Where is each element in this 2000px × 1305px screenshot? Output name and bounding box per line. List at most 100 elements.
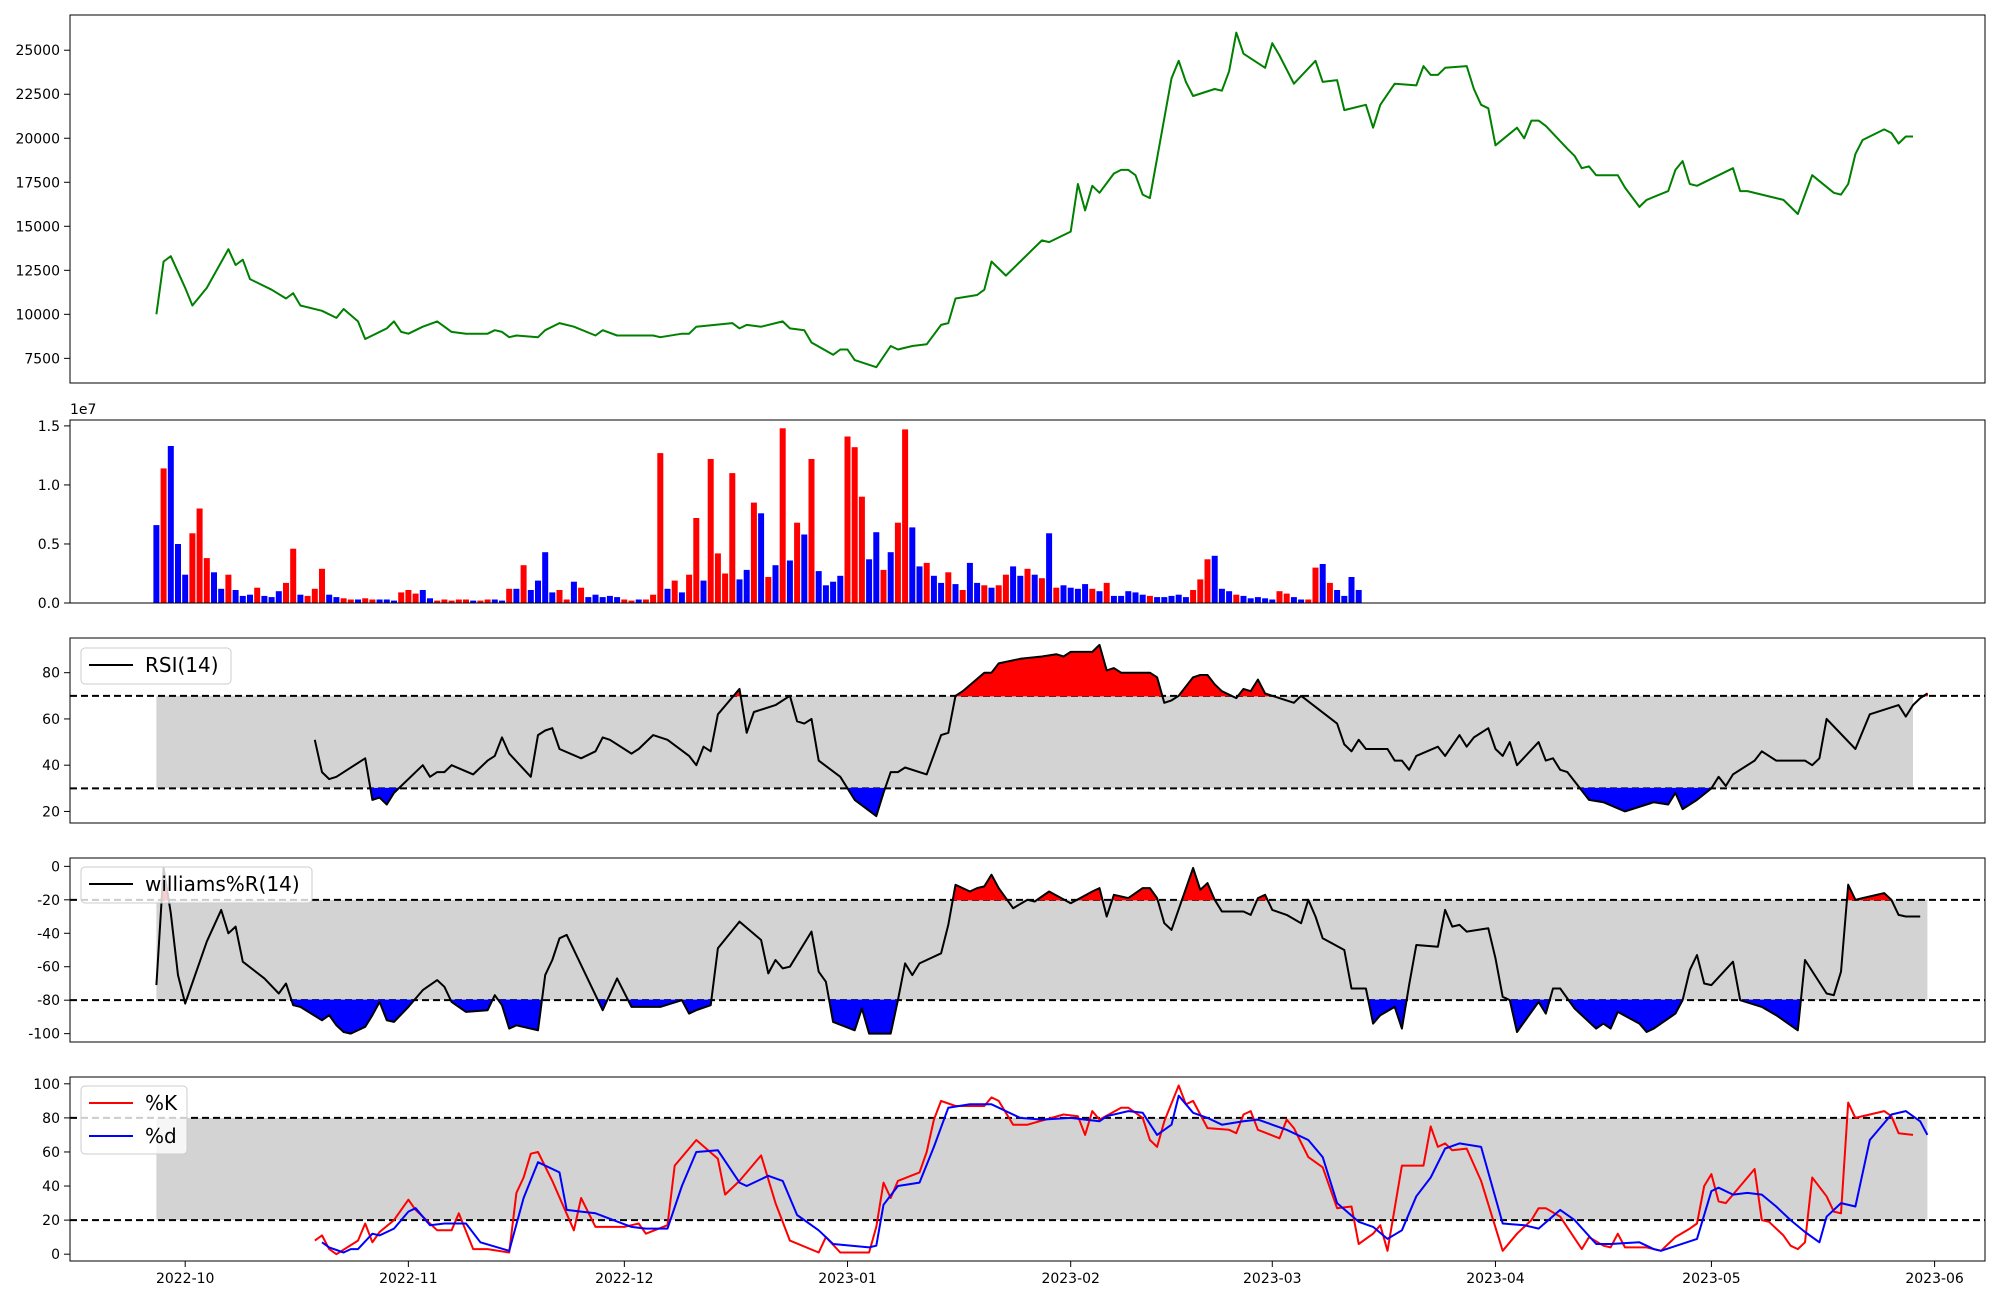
stochastic-ytick-label-2: 40	[42, 1179, 60, 1195]
volume-bar-21	[304, 595, 311, 603]
price-ytick-label-4: 17500	[15, 175, 60, 191]
volume-bar-165	[1341, 595, 1348, 603]
volume-bar-82	[743, 569, 750, 603]
volume-bar-70	[657, 453, 664, 603]
williams-ytick-label-5: 0	[51, 859, 60, 875]
volume-bar-107	[923, 562, 930, 603]
volume-bar-104	[902, 429, 909, 603]
volume-bar-17	[275, 591, 282, 603]
stochastic-ytick-label-0: 0	[51, 1247, 60, 1263]
volume-bar-103	[894, 522, 901, 603]
volume-bar-25	[333, 597, 340, 603]
volume-bar-36	[412, 593, 419, 603]
price-marks	[155, 31, 1913, 369]
volume-bar-6	[196, 508, 203, 603]
volume-bar-116	[988, 587, 995, 603]
volume-bar-143	[1182, 597, 1189, 603]
k-line	[314, 1084, 1914, 1256]
x-tick-label-6: 2023-04	[1466, 1271, 1525, 1287]
williams-legend: williams%R(14)	[80, 866, 313, 904]
volume-bar-157	[1283, 593, 1290, 603]
volume-bar-147	[1211, 555, 1218, 603]
volume-bar-113	[966, 562, 973, 603]
volume-bar-112	[959, 590, 966, 603]
volume-bar-19	[290, 548, 297, 603]
volume-marks	[153, 428, 1362, 603]
rsi-y-axis: 20 40 60 80	[42, 666, 70, 820]
volume-axis-offset-label: 1e7	[70, 402, 96, 418]
volume-bar-30	[369, 599, 376, 603]
x-tick-label-1: 2022-11	[379, 1271, 438, 1287]
volume-bar-108	[930, 575, 937, 603]
volume-bar-34	[398, 592, 405, 603]
volume-bar-23	[319, 568, 325, 603]
williams-ytick-label-1: -80	[37, 993, 60, 1009]
volume-bar-4	[182, 574, 189, 603]
rsi-line	[313, 643, 1928, 818]
volume-bar-69	[650, 594, 657, 603]
volume-bar-124	[1046, 533, 1053, 603]
volume-bar-18	[283, 582, 289, 603]
price-y-axis: 7500 10000 12500 15000 17500 20000 22500 25000	[15, 43, 70, 367]
rsi-ytick-label-2: 60	[42, 712, 60, 728]
volume-bar-64	[614, 597, 621, 603]
rsi-ytick-label-1: 40	[42, 758, 60, 774]
volume-bar-42	[455, 599, 462, 603]
volume-bar-35	[405, 590, 412, 603]
volume-bar-58	[570, 581, 577, 603]
volume-bar-119	[1010, 566, 1017, 603]
volume-bar-81	[736, 579, 743, 603]
volume-bar-66	[628, 600, 635, 603]
volume-bar-33	[391, 600, 397, 603]
volume-bar-71	[664, 588, 671, 603]
volume-bar-136	[1132, 592, 1139, 603]
volume-bar-15	[261, 595, 268, 603]
price-line	[155, 31, 1913, 369]
price-panel: 7500 10000 12500 15000 17500 20000 22500 25000	[15, 14, 1986, 384]
rsi-legend-label: RSI(14)	[145, 653, 219, 677]
volume-bar-45	[477, 600, 484, 603]
williams-neutral-band	[156, 899, 1928, 1001]
volume-bar-118	[1002, 574, 1009, 603]
volume-bar-76	[700, 580, 707, 603]
volume-bar-155	[1269, 599, 1276, 603]
volume-ytick-label-1: 0.5	[38, 537, 60, 553]
volume-bar-127	[1067, 587, 1074, 603]
volume-bar-74	[686, 574, 693, 603]
volume-bar-156	[1276, 591, 1283, 603]
volume-bar-125	[1053, 587, 1060, 603]
volume-bar-90	[801, 534, 808, 603]
volume-bar-48	[499, 600, 505, 603]
volume-bar-2	[167, 446, 174, 603]
volume-bar-154	[1262, 598, 1269, 603]
rsi-legend-box	[80, 647, 232, 685]
volume-bar-123	[1038, 578, 1045, 603]
volume-bar-138	[1146, 595, 1153, 603]
volume-bar-60	[585, 597, 592, 603]
volume-bar-87	[779, 428, 786, 603]
volume-bar-40	[441, 599, 448, 603]
volume-bar-110	[945, 572, 952, 603]
volume-bar-109	[938, 582, 945, 603]
volume-bar-97	[851, 447, 858, 603]
volume-bar-121	[1024, 568, 1031, 603]
volume-bar-54	[542, 552, 549, 603]
volume-bar-93	[822, 585, 829, 603]
volume-bar-131	[1096, 591, 1103, 603]
volume-bar-62	[599, 597, 606, 603]
x-tick-label-5: 2023-03	[1243, 1271, 1302, 1287]
volume-bar-29	[362, 598, 369, 603]
stochastic-panel: 0 20 40 60 80 100 2022-10 2022-11 2022-12 2023-0…	[33, 1076, 1986, 1287]
volume-bar-86	[772, 565, 779, 603]
volume-bar-111	[952, 584, 959, 603]
volume-bar-141	[1168, 595, 1175, 603]
x-tick-label-8: 2023-06	[1905, 1271, 1964, 1287]
volume-bar-166	[1348, 577, 1355, 603]
volume-bar-160	[1305, 599, 1312, 603]
williams-panel-frame	[69, 857, 1986, 1043]
price-ytick-label-3: 15000	[15, 219, 60, 235]
volume-bar-12	[239, 595, 246, 603]
volume-bar-13	[247, 594, 253, 603]
volume-bar-95	[837, 575, 844, 603]
